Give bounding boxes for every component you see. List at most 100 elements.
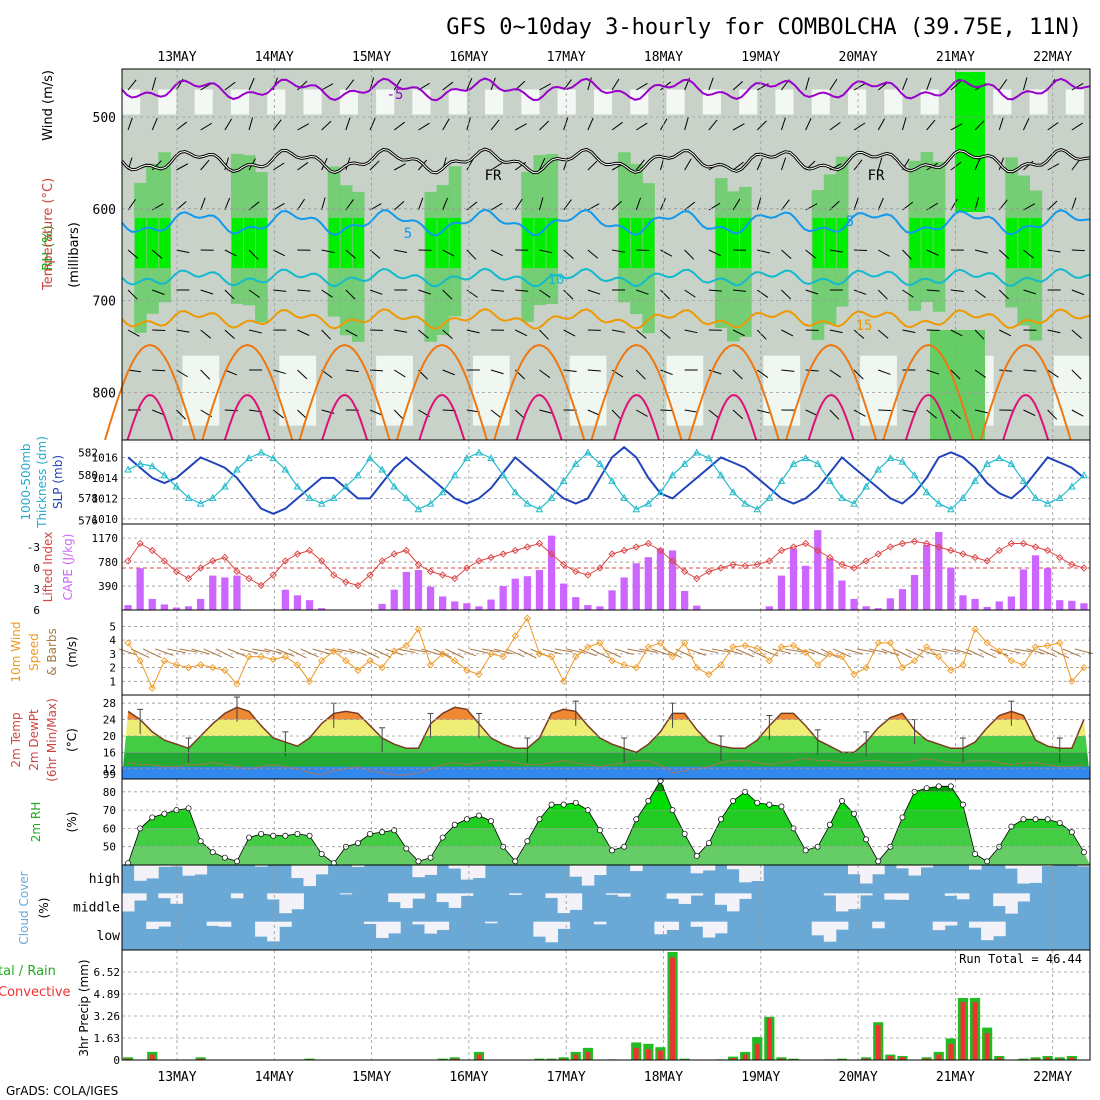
lifted-index-point — [1044, 546, 1052, 555]
rh-point — [355, 840, 361, 846]
wind-barb — [1047, 163, 1060, 171]
thickness-point — [922, 488, 931, 496]
cloud-clear-gap — [1017, 893, 1030, 902]
wind-barb — [1023, 369, 1037, 372]
wind-barb — [780, 117, 786, 131]
cloud-clear-gap — [146, 865, 159, 879]
wind-barb — [176, 409, 186, 420]
rh-dry-patch — [497, 355, 510, 426]
cloud-clear-gap — [606, 893, 619, 895]
rh-point — [524, 838, 531, 845]
surface-wind-barb — [977, 648, 997, 659]
rh-dry-patch — [1053, 355, 1067, 426]
wind-barb — [394, 329, 408, 333]
wind-barb — [1071, 83, 1084, 91]
wind-barb — [684, 329, 698, 334]
temperature-contour-25 — [613, 393, 660, 441]
rh-dry-patch — [557, 89, 576, 115]
precip-convective-bar — [1033, 1058, 1038, 1060]
wind-barb — [853, 197, 859, 211]
wind-barb — [684, 409, 698, 413]
lifted-index-point — [221, 553, 229, 562]
wind-barb — [1022, 118, 1030, 131]
wind-speed-point — [475, 670, 483, 679]
temperature-contour-20 — [201, 343, 294, 441]
wind-barb — [490, 162, 503, 171]
wind-barb — [345, 117, 351, 131]
wind-barb — [514, 409, 526, 420]
wind-barb — [1047, 329, 1061, 334]
wind-barb — [297, 162, 309, 171]
rh-dry-patch — [593, 355, 607, 426]
thickness-point — [801, 454, 810, 462]
surface-wind-barb — [252, 648, 271, 653]
wind-speed-point — [584, 643, 592, 651]
thickness-point — [765, 493, 774, 501]
wind-speed-point — [1056, 639, 1064, 647]
wind-barb — [563, 249, 574, 259]
wind-barb — [926, 409, 938, 419]
thickness-point — [826, 476, 834, 484]
date-label-bottom: 19MAY — [741, 1070, 780, 1085]
wind-barb — [1023, 203, 1036, 211]
thickness-point — [245, 454, 253, 462]
rh-dry-patch — [339, 89, 358, 115]
precip-convective-bar — [561, 1058, 567, 1060]
rh-point — [367, 830, 373, 837]
wind-barb — [781, 249, 792, 260]
cloud-clear-gap — [424, 921, 437, 934]
surface-wind-barb — [1050, 648, 1069, 659]
wind-barb — [176, 329, 190, 333]
thickness-point — [354, 471, 362, 479]
wind-barb — [708, 409, 720, 419]
wind-barb — [321, 197, 326, 211]
wind-barb — [732, 409, 744, 420]
wind-barb — [393, 409, 404, 420]
rh-point — [960, 801, 966, 808]
wind-barb — [635, 82, 648, 91]
cloud-clear-gap — [581, 865, 595, 886]
cape-axis-label: CAPE (J/kg) — [61, 534, 75, 601]
rh-point — [947, 783, 954, 790]
surface-wind-barb — [457, 648, 477, 657]
wind-speed-point — [136, 657, 144, 665]
lifted-index-point — [995, 546, 1003, 555]
rh-dry-patch — [872, 355, 885, 426]
wind-speed-point — [741, 642, 749, 650]
wind-barb — [902, 409, 916, 413]
cloud-clear-gap — [1029, 865, 1042, 883]
slp-series-line — [127, 445, 1085, 515]
cloud-row-label: middle — [73, 901, 120, 916]
cloud-clear-gap — [315, 865, 329, 875]
cape-bar — [850, 598, 858, 610]
cape-bar — [197, 598, 205, 610]
cloud-clear-gap — [872, 865, 885, 875]
wind-barb — [611, 121, 623, 131]
wind-barb — [1071, 249, 1085, 252]
wind-speed-point — [668, 652, 677, 661]
date-label-top: 22MAY — [1033, 50, 1072, 65]
cape-tick-label: 390 — [98, 580, 118, 593]
thickness-point — [535, 505, 544, 513]
lifted-index-point — [1007, 539, 1015, 548]
wind-barb — [611, 78, 620, 91]
cloud-clear-gap — [835, 893, 849, 912]
date-label-bottom: 17MAY — [547, 1070, 586, 1085]
lifted-index-point — [426, 567, 435, 576]
lifted-index-point — [439, 571, 447, 579]
lifted-index-point — [789, 543, 798, 551]
wind-barb — [611, 409, 622, 420]
wind-speed-point — [1019, 661, 1028, 669]
thickness-point — [221, 482, 229, 490]
cloud-clear-gap — [969, 921, 982, 928]
wind-speed-point — [511, 632, 519, 640]
wind-barb — [1022, 77, 1028, 91]
wind-speed-point — [596, 639, 604, 647]
cloud-clear-gap — [993, 921, 1006, 937]
surface-wind-barb — [857, 648, 876, 653]
cloud-clear-gap — [993, 893, 1006, 907]
precip-convective-bar — [887, 1055, 893, 1060]
wind-barb — [635, 159, 645, 171]
wind-speed-point — [632, 663, 640, 672]
cloud-clear-gap — [146, 921, 159, 930]
